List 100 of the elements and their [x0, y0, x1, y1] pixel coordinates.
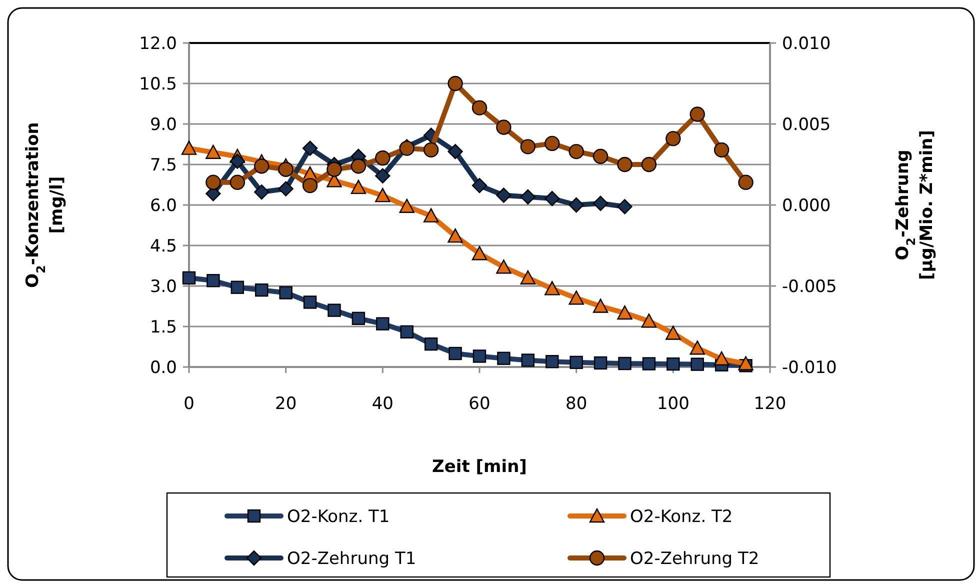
point	[182, 271, 196, 284]
point	[328, 304, 341, 317]
point	[666, 326, 681, 340]
x-tick-label: 80	[566, 394, 588, 414]
legend-label: O2-Konz. T1	[287, 506, 390, 527]
legend-label: O2-Zehrung T1	[287, 548, 416, 569]
point	[690, 340, 705, 355]
point	[472, 178, 488, 194]
y-tick-label: 3.0	[150, 276, 177, 297]
point	[617, 156, 632, 172]
point	[230, 174, 246, 190]
point	[206, 274, 220, 288]
point	[617, 305, 632, 320]
point	[568, 290, 584, 305]
point	[544, 190, 560, 206]
point	[255, 283, 268, 297]
y2-tick-label: 0.005	[782, 114, 831, 135]
point	[496, 120, 512, 135]
y-tick-label: 9.0	[150, 114, 177, 135]
point	[230, 154, 246, 169]
point	[641, 156, 657, 172]
point	[400, 325, 414, 338]
point	[181, 140, 197, 155]
legend-label: O2-Zehrung T2	[630, 548, 760, 569]
y-tick-label: 0.0	[150, 358, 177, 378]
x-tick-label: 100	[656, 394, 690, 414]
point	[592, 196, 608, 211]
x-tick-label: 40	[372, 394, 394, 414]
point	[497, 352, 510, 365]
point	[423, 208, 439, 222]
point	[594, 356, 608, 370]
point	[544, 281, 560, 296]
point	[618, 356, 632, 370]
point	[642, 357, 656, 370]
point	[520, 189, 536, 204]
point	[206, 174, 221, 190]
x-tick-label: 60	[468, 394, 490, 414]
point	[326, 162, 342, 177]
point	[520, 270, 536, 284]
point	[546, 355, 559, 368]
point	[592, 148, 608, 164]
point	[448, 346, 462, 360]
point	[375, 168, 390, 184]
point	[423, 142, 439, 158]
point	[690, 106, 705, 122]
point	[350, 180, 366, 194]
x-axis-title: Zeit [min]	[432, 457, 527, 477]
point	[738, 356, 754, 370]
point	[714, 351, 730, 366]
point	[568, 144, 584, 160]
point	[666, 130, 681, 146]
y-tick-label: 12.0	[139, 34, 177, 54]
point	[302, 178, 318, 194]
point	[472, 100, 488, 116]
point	[254, 184, 270, 200]
point	[278, 162, 294, 177]
point	[544, 136, 560, 152]
point	[666, 357, 680, 371]
point	[376, 317, 390, 330]
point	[570, 356, 583, 370]
point	[424, 337, 438, 351]
point	[375, 188, 390, 202]
y-tick-label: 10.5	[139, 74, 177, 94]
point	[399, 198, 414, 213]
point	[448, 144, 463, 160]
y2-tick-label: -0.010	[782, 358, 837, 378]
y2-tick-label: 0.000	[782, 196, 831, 216]
point	[448, 76, 463, 92]
x-tick-label: 0	[184, 394, 194, 414]
y-tick-label: 6.0	[150, 196, 177, 216]
point	[278, 181, 294, 196]
point	[690, 358, 704, 371]
point	[472, 350, 486, 363]
y2-tick-label: 0.010	[782, 34, 831, 54]
point	[448, 228, 463, 243]
point	[230, 280, 244, 294]
y2-tick-label: -0.005	[782, 276, 837, 297]
point	[641, 314, 657, 328]
point	[738, 174, 754, 190]
point	[352, 312, 366, 325]
point	[254, 158, 270, 174]
point	[350, 158, 366, 174]
point	[206, 144, 221, 159]
point	[592, 298, 608, 313]
point	[521, 354, 535, 367]
y-tick-label: 1.5	[150, 317, 177, 338]
point	[472, 246, 488, 260]
point	[496, 260, 512, 274]
point	[496, 188, 512, 203]
point	[303, 296, 317, 309]
point	[279, 286, 292, 300]
x-tick-label: 20	[275, 394, 297, 414]
x-tick-label: 120	[754, 394, 786, 414]
legend-label: O2-Konz. T2	[630, 506, 733, 527]
point	[568, 197, 584, 213]
y-tick-label: 7.5	[150, 155, 177, 176]
point	[375, 150, 390, 166]
point	[302, 140, 318, 156]
point	[617, 199, 632, 214]
y-tick-label: 4.5	[150, 236, 177, 256]
